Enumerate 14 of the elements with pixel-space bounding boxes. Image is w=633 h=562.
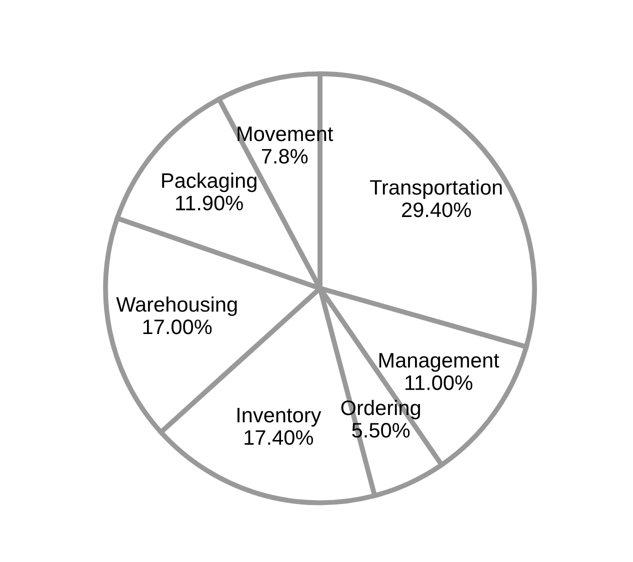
slice-label: Management [379,353,500,372]
slice-label: Movement [238,126,334,142]
slice-label: Ordering [341,400,420,420]
data-label: 17.00% [143,319,212,334]
data-label: 29.40% [402,202,471,218]
data-label: 11.00% [406,375,472,390]
data-label: 7.8% [262,148,308,164]
data-label: 11.90% [176,196,243,210]
slice-label: Packaging [162,172,256,192]
data-label: 17.40% [244,430,314,445]
slice-label: Warehousing [116,296,237,316]
slice-label: Transportation [370,179,502,199]
slice-label: Inventory [237,408,322,427]
data-label: 5.50% [352,422,410,438]
